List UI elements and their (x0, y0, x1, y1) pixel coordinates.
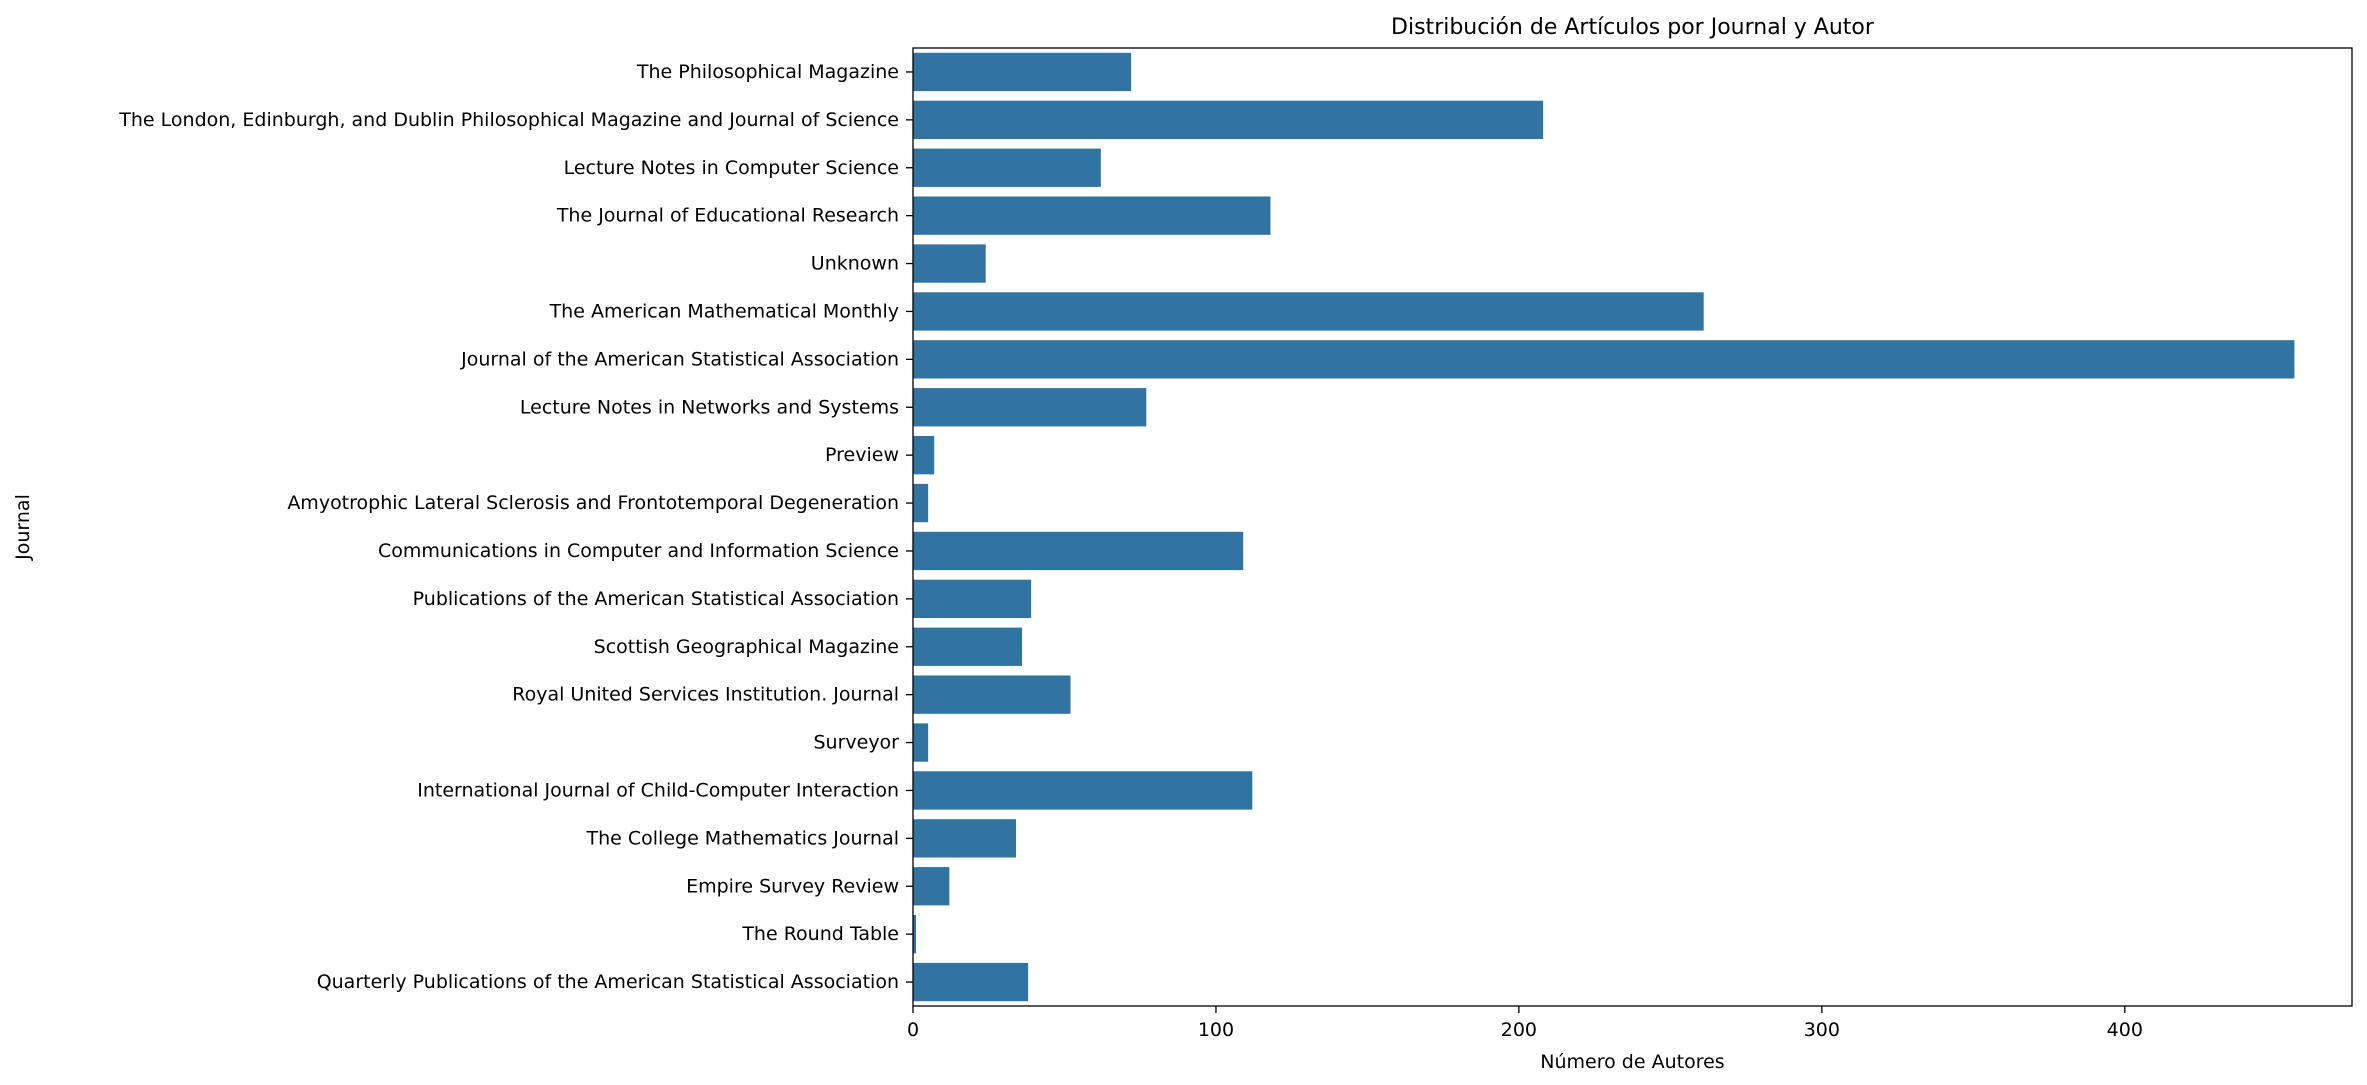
x-tick-label: 300 (1804, 1019, 1840, 1041)
y-tick-label: Surveyor (813, 732, 899, 754)
y-tick-label: The College Mathematics Journal (586, 827, 900, 849)
y-tick-label: Quarterly Publications of the American S… (317, 971, 899, 993)
y-tick-label: Journal of the American Statistical Asso… (460, 348, 899, 370)
bar (913, 962, 1029, 1002)
x-tick-label: 400 (2107, 1019, 2143, 1041)
bar (913, 723, 929, 762)
bar (913, 340, 2295, 379)
bar (913, 771, 1253, 810)
y-axis-ticks: The Philosophical Magazine The London, Ed… (118, 61, 913, 993)
y-tick-label: The Journal of Educational Research (556, 205, 899, 227)
y-axis-label: Journal (12, 494, 34, 561)
bar (913, 435, 935, 475)
plot-frame (912, 47, 2353, 1007)
chart-title: Distribución de Artículos por Journal y … (1391, 15, 1875, 40)
bar (913, 148, 1101, 187)
y-tick-label: Communications in Computer and Informati… (378, 540, 899, 562)
y-tick-label: International Journal of Child-Computer … (417, 779, 899, 801)
bar (913, 196, 1271, 235)
bar (913, 52, 1132, 92)
bar (913, 579, 1032, 619)
bar (913, 388, 1147, 427)
bars-group (913, 52, 2295, 1002)
bar (913, 292, 1704, 331)
y-tick-label: Publications of the American Statistical… (413, 588, 899, 610)
y-tick-label: The London, Edinburgh, and Dublin Philos… (118, 109, 899, 131)
y-tick-label: Empire Survey Review (686, 875, 899, 897)
x-axis-ticks: 0 100 200 300 400 (907, 1006, 2143, 1041)
y-tick-label: Unknown (811, 253, 899, 275)
bar (913, 627, 1023, 666)
bar (913, 100, 1544, 140)
bar (913, 675, 1071, 714)
bar (913, 867, 950, 906)
y-tick-label: The Round Table (741, 923, 899, 945)
bar (913, 914, 917, 954)
y-tick-label: Preview (825, 444, 899, 466)
y-tick-label: The Philosophical Magazine (636, 61, 899, 83)
y-tick-label: Lecture Notes in Computer Science (564, 157, 899, 179)
bar (913, 819, 1017, 858)
bar (913, 483, 929, 523)
x-tick-label: 0 (907, 1019, 919, 1041)
x-axis-label: Número de Autores (1540, 1051, 1724, 1073)
bar (913, 244, 986, 283)
y-tick-label: Amyotrophic Lateral Sclerosis and Fronto… (287, 492, 899, 514)
bar (913, 531, 1244, 571)
y-tick-label: Royal United Services Institution. Journ… (512, 684, 899, 706)
y-tick-label: The American Mathematical Monthly (549, 300, 899, 322)
y-tick-label: Scottish Geographical Magazine (594, 636, 899, 658)
x-tick-label: 200 (1501, 1019, 1537, 1041)
x-tick-label: 100 (1198, 1019, 1234, 1041)
y-tick-label: Lecture Notes in Networks and Systems (520, 396, 899, 418)
